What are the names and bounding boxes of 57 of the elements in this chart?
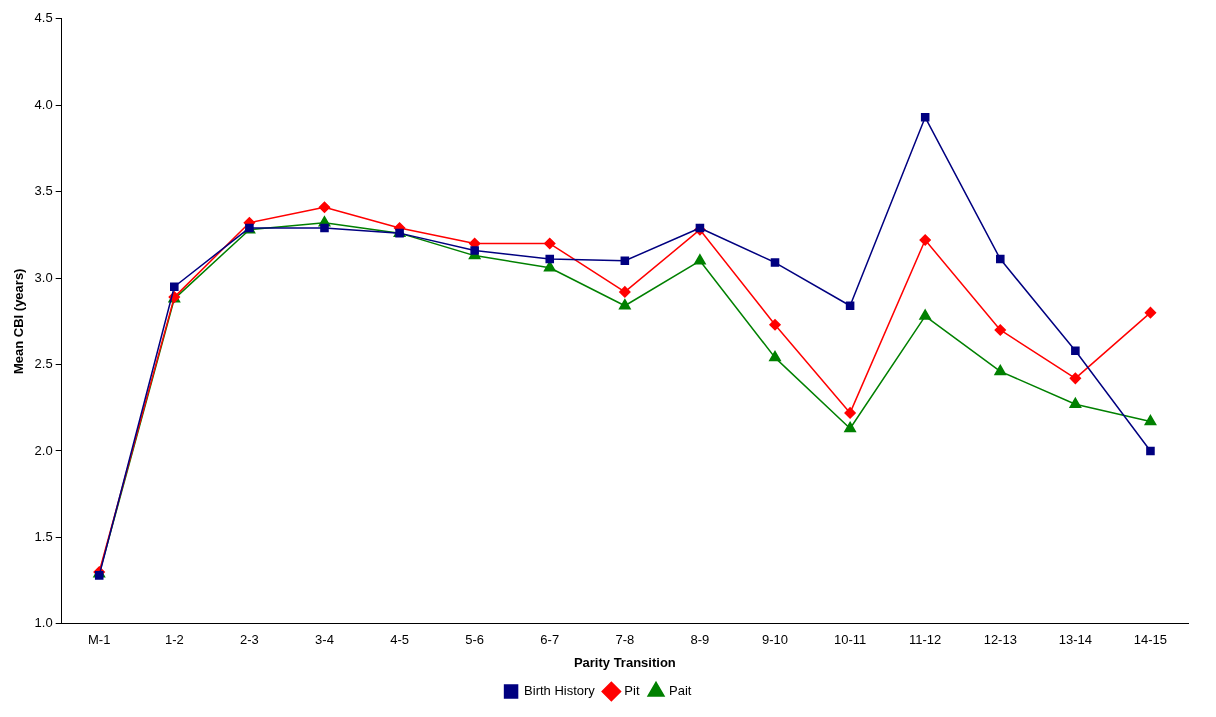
point xyxy=(770,258,780,267)
x-tick-label: 9-10 xyxy=(762,632,789,648)
x-tick-label: 2-3 xyxy=(239,632,259,648)
point xyxy=(693,254,706,265)
point xyxy=(1144,306,1157,319)
point xyxy=(994,364,1007,376)
y-tick-label: 4.0 xyxy=(34,96,53,112)
x-tick-label: M-1 xyxy=(88,632,111,648)
x-tick-label: 12-13 xyxy=(983,632,1017,648)
point xyxy=(1069,372,1082,385)
point xyxy=(844,407,856,419)
point xyxy=(170,282,179,292)
point xyxy=(845,301,855,311)
x-tick-label: 3-4 xyxy=(315,632,334,648)
y-axis-title: Mean CBI (years) xyxy=(11,268,27,375)
point xyxy=(919,309,932,320)
point xyxy=(318,201,331,213)
point xyxy=(320,223,329,233)
legend-label: Pit xyxy=(624,683,640,699)
x-tick-label: 8-9 xyxy=(690,632,710,648)
point xyxy=(470,246,479,255)
point xyxy=(545,254,555,264)
point xyxy=(1069,397,1082,409)
y-tick-label: 3.0 xyxy=(34,269,53,285)
y-tick-label: 2.5 xyxy=(34,356,53,372)
point xyxy=(94,571,104,580)
point xyxy=(618,298,631,310)
x-tick-label: 10-11 xyxy=(833,632,867,648)
point xyxy=(919,234,931,246)
y-tick-label: 3.5 xyxy=(34,183,53,199)
point xyxy=(769,319,781,331)
legend-label: Birth History xyxy=(524,683,596,699)
point xyxy=(1146,446,1155,456)
point xyxy=(994,324,1007,336)
x-tick-label: 7-8 xyxy=(615,632,635,648)
point xyxy=(995,254,1005,264)
x-tick-label: 14-15 xyxy=(1133,632,1168,648)
x-axis-title: Parity Transition xyxy=(573,654,676,670)
y-tick-label: 4.5 xyxy=(34,10,53,26)
x-tick-label: 4-5 xyxy=(390,632,409,648)
x-tick-label: 6-7 xyxy=(540,632,560,648)
x-tick-label: 5-6 xyxy=(465,632,485,648)
point xyxy=(544,237,556,250)
point xyxy=(1071,346,1080,355)
x-tick-label: 1-2 xyxy=(164,632,184,648)
y-tick-label: 1.5 xyxy=(34,528,53,544)
point xyxy=(619,286,631,298)
point xyxy=(920,113,930,122)
point xyxy=(844,421,857,433)
y-tick-label: 2.0 xyxy=(34,442,53,458)
point xyxy=(1144,414,1157,426)
x-tick-label: 11-12 xyxy=(909,632,942,648)
point xyxy=(769,350,781,362)
point xyxy=(620,256,630,266)
y-tick-label: 1.0 xyxy=(34,615,53,631)
x-tick-label: 13-14 xyxy=(1058,632,1092,648)
legend-label: Pait xyxy=(669,683,692,699)
